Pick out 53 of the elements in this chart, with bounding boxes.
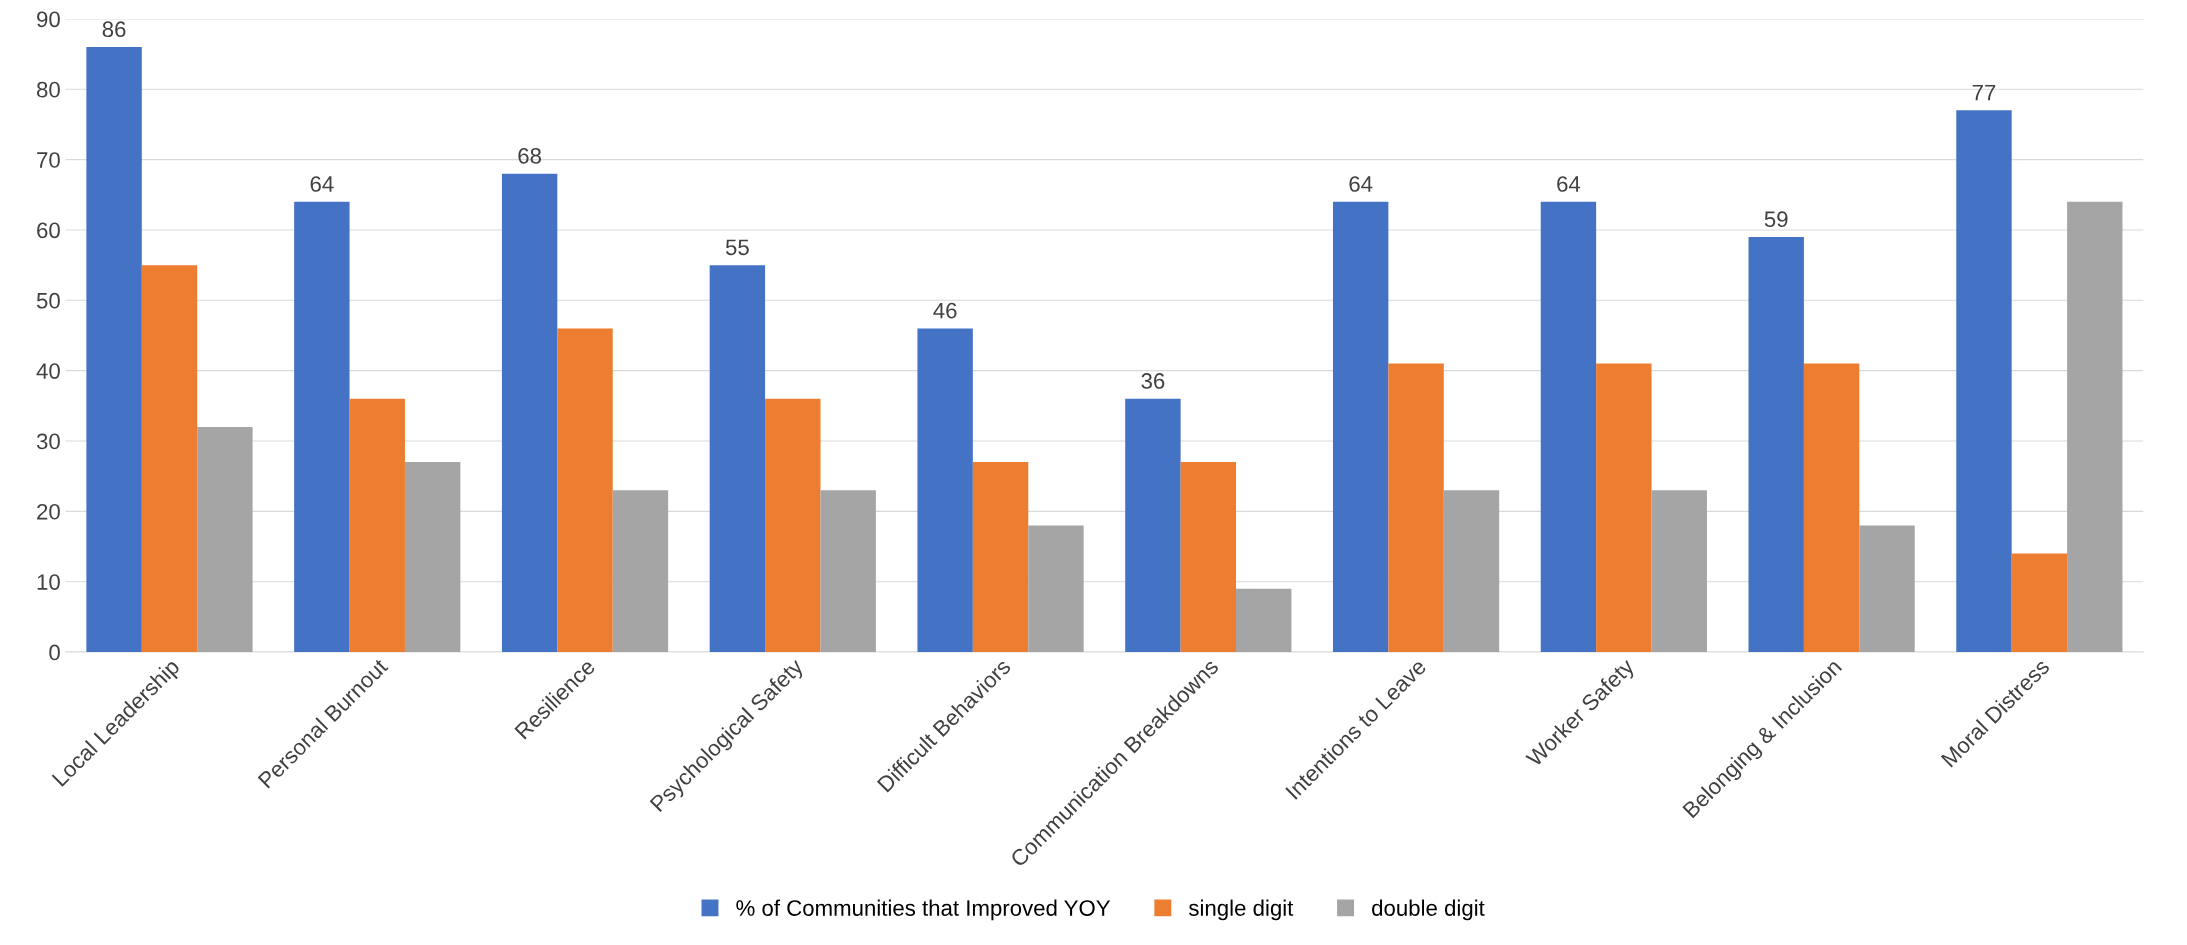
y-tick-label: 30 — [36, 433, 60, 450]
data-label: 64 — [1557, 176, 1581, 192]
bar — [1540, 201, 1597, 653]
y-tick-label: 20 — [37, 503, 60, 520]
y-tick-label: 50 — [36, 292, 60, 309]
bar — [1180, 462, 1237, 653]
y-tick-label: 0 — [49, 644, 60, 661]
bar — [612, 490, 669, 653]
bar — [709, 265, 766, 653]
legend-label: single digit — [1188, 899, 1294, 921]
bar — [349, 398, 405, 653]
legend-label: % of Communities that Improved YOY — [736, 899, 1111, 921]
legend-label: double digit — [1372, 899, 1485, 921]
bar — [294, 201, 350, 653]
bar — [2011, 553, 2068, 653]
bar — [1332, 201, 1389, 653]
bar — [1956, 110, 2012, 653]
bar — [141, 265, 198, 653]
bar — [1859, 525, 1915, 653]
data-label: 36 — [1141, 373, 1165, 389]
bar — [1028, 525, 1084, 653]
bar — [1748, 236, 1804, 653]
bar — [1596, 363, 1652, 653]
bar — [765, 398, 821, 653]
y-tick-label: 60 — [37, 222, 60, 239]
data-label: 86 — [102, 21, 126, 38]
data-label: 77 — [1972, 84, 1996, 101]
y-tick-label: 40 — [36, 363, 60, 379]
data-label: 64 — [310, 176, 334, 192]
data-label: 55 — [725, 239, 749, 256]
bar — [197, 426, 253, 653]
bar — [917, 328, 973, 653]
y-tick-label: 80 — [37, 81, 60, 98]
bar — [1803, 363, 1860, 653]
bar — [1651, 490, 1707, 653]
bar — [501, 173, 558, 653]
bar — [1443, 490, 1500, 653]
bar — [820, 490, 876, 653]
bar — [1236, 588, 1292, 653]
bar — [1388, 363, 1444, 653]
data-label: 68 — [518, 147, 542, 164]
bar — [86, 47, 142, 653]
bar — [2067, 201, 2123, 653]
data-label: 59 — [1764, 211, 1788, 228]
bar — [557, 328, 613, 653]
y-tick-label: 70 — [37, 152, 60, 168]
bar — [1125, 398, 1181, 653]
data-label: 46 — [933, 302, 957, 319]
data-label: 64 — [1349, 176, 1373, 192]
bar — [404, 462, 461, 653]
bar — [972, 462, 1029, 653]
y-tick-label: 90 — [37, 11, 60, 28]
y-tick-label: 10 — [37, 574, 60, 590]
